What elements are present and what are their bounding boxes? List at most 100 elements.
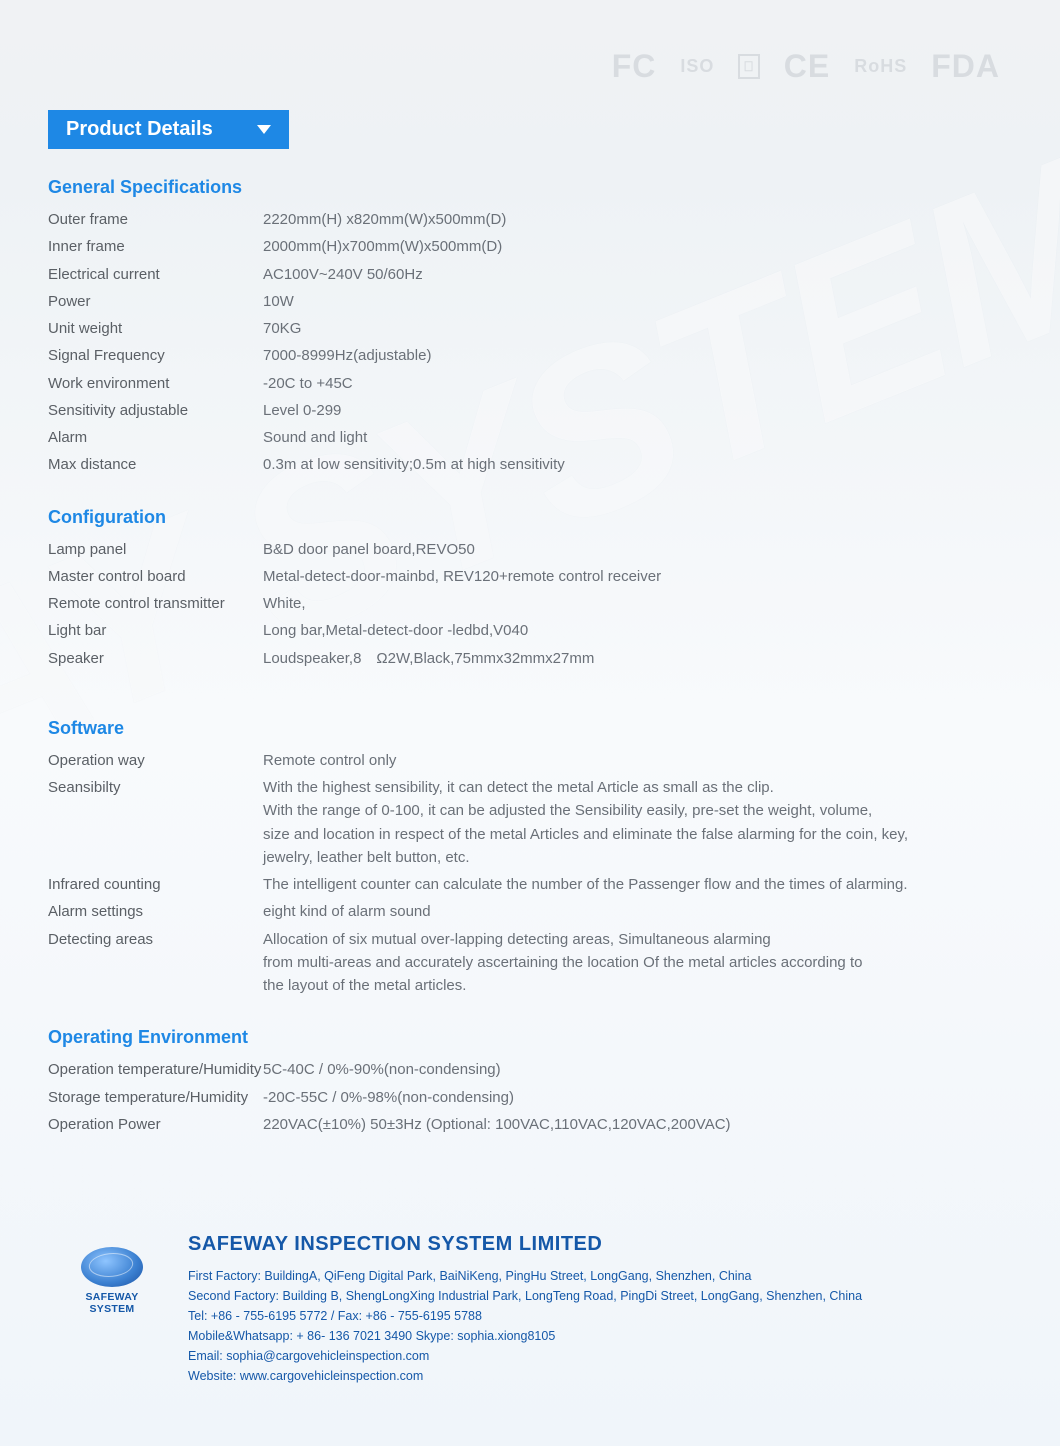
chevron-down-icon [257,125,271,134]
section-software: Software Operation wayRemote control onl… [48,718,1012,1000]
spec-label: Operation way [48,749,263,772]
spec-row: Storage temperature/Humidity-20C-55C / 0… [48,1084,1012,1111]
spec-label: Sensitivity adjustable [48,399,263,422]
spec-value: 10W [263,290,1012,313]
footer-line: Website: www.cargovehicleinspection.com [188,1366,1000,1386]
section-configuration: Configuration Lamp panelB&D door panel b… [48,507,1012,672]
footer-logo: SAFEWAY SYSTEM [64,1247,160,1315]
spec-label: Unit weight [48,317,263,340]
spec-label: Max distance [48,453,263,476]
spec-label: Infrared counting [48,873,263,896]
spec-value: AC100V~240V 50/60Hz [263,263,1012,286]
spec-row: Work environment-20C to +45C [48,370,1012,397]
footer-line: First Factory: BuildingA, QiFeng Digital… [188,1266,1000,1286]
spec-value: 70KG [263,317,1012,340]
spec-value: -20C-55C / 0%-98%(non-condensing) [263,1086,1012,1109]
spec-row: Operation temperature/Humidity5C-40C / 0… [48,1056,1012,1083]
certification-badges: FC ISO ⎕ CE RoHS FDA [612,48,1000,85]
spec-label: Storage temperature/Humidity [48,1086,263,1109]
spec-row: Max distance0.3m at low sensitivity;0.5m… [48,451,1012,478]
spec-value: 5C-40C / 0%-90%(non-condensing) [263,1058,1012,1081]
spec-label: Power [48,290,263,313]
spec-value: eight kind of alarm sound [263,900,1012,923]
spec-row: SpeakerLoudspeaker,8 Ω2W,Black,75mmx32mm… [48,645,1012,672]
cert-box: ⎕ [738,54,759,79]
footer-line: Second Factory: Building B, ShengLongXin… [188,1286,1000,1306]
spec-row: Infrared countingThe intelligent counter… [48,871,1012,898]
spec-label: Work environment [48,372,263,395]
spec-row: Alarm settingseight kind of alarm sound [48,898,1012,925]
spec-label: Inner frame [48,235,263,258]
spec-row: AlarmSound and light [48,424,1012,451]
cert-iso: ISO [680,56,714,77]
globe-icon [81,1247,143,1287]
spec-value: 220VAC(±10%) 50±3Hz (Optional: 100VAC,11… [263,1113,1012,1136]
spec-value: 0.3m at low sensitivity;0.5m at high sen… [263,453,1012,476]
footer: SAFEWAY SYSTEM SAFEWAY INSPECTION SYSTEM… [64,1233,1000,1386]
spec-row: Lamp panelB&D door panel board,REVO50 [48,536,1012,563]
spec-row: Light barLong bar,Metal-detect-door -led… [48,617,1012,644]
cert-fda: FDA [931,48,1000,85]
product-details-tab: Product Details [48,110,289,149]
spec-value: With the highest sensibility, it can det… [263,776,1012,869]
cert-rohs: RoHS [854,56,907,77]
spec-label: Alarm [48,426,263,449]
spec-row: Operation wayRemote control only [48,747,1012,774]
spec-value: 7000-8999Hz(adjustable) [263,344,1012,367]
spec-label: Alarm settings [48,900,263,923]
spec-label: Speaker [48,647,263,670]
spec-row: Unit weight70KG [48,315,1012,342]
spec-row: Master control boardMetal-detect-door-ma… [48,563,1012,590]
spec-value: Sound and light [263,426,1012,449]
section-environment: Operating Environment Operation temperat… [48,1027,1012,1138]
footer-line: Mobile&Whatsapp: + 86- 136 7021 3490 Sky… [188,1326,1000,1346]
spec-value: Remote control only [263,749,1012,772]
cert-ce: CE [784,48,830,85]
spec-value: Allocation of six mutual over-lapping de… [263,928,1012,998]
spec-label: Light bar [48,619,263,642]
spec-label: Lamp panel [48,538,263,561]
spec-value: Level 0-299 [263,399,1012,422]
spec-value: The intelligent counter can calculate th… [263,873,1012,896]
spec-value: 2220mm(H) x820mm(W)x500mm(D) [263,208,1012,231]
spec-value: 2000mm(H)x700mm(W)x500mm(D) [263,235,1012,258]
cert-fc: FC [612,48,657,85]
footer-line: Tel: +86 - 755-6195 5772 / Fax: +86 - 75… [188,1306,1000,1326]
footer-logo-text: SAFEWAY SYSTEM [64,1291,160,1315]
main-content: Product Details General Specifications O… [48,110,1012,1138]
footer-info: SAFEWAY INSPECTION SYSTEM LIMITED First … [188,1233,1000,1386]
heading-software: Software [48,718,1012,739]
spec-label: Seansibilty [48,776,263,869]
footer-line: Email: sophia@cargovehicleinspection.com [188,1346,1000,1366]
spec-row: Remote control transmitterWhite, [48,590,1012,617]
company-name: SAFEWAY INSPECTION SYSTEM LIMITED [188,1233,1000,1256]
spec-label: Remote control transmitter [48,592,263,615]
spec-label: Detecting areas [48,928,263,998]
tab-title: Product Details [66,118,213,141]
spec-row: Electrical currentAC100V~240V 50/60Hz [48,261,1012,288]
heading-configuration: Configuration [48,507,1012,528]
spec-value: -20C to +45C [263,372,1012,395]
spec-row: Signal Frequency7000-8999Hz(adjustable) [48,342,1012,369]
spec-row: SeansibiltyWith the highest sensibility,… [48,774,1012,871]
spec-value: Long bar,Metal-detect-door -ledbd,V040 [263,619,1012,642]
spec-value: B&D door panel board,REVO50 [263,538,1012,561]
spec-value: White, [263,592,1012,615]
spec-row: Outer frame2220mm(H) x820mm(W)x500mm(D) [48,206,1012,233]
section-general: General Specifications Outer frame2220mm… [48,177,1012,479]
spec-value: Loudspeaker,8 Ω2W,Black,75mmx32mmx27mm [263,647,1012,670]
heading-general: General Specifications [48,177,1012,198]
spec-label: Electrical current [48,263,263,286]
spec-label: Master control board [48,565,263,588]
spec-label: Operation temperature/Humidity [48,1058,263,1081]
spec-label: Signal Frequency [48,344,263,367]
spec-value: Metal-detect-door-mainbd, REV120+remote … [263,565,1012,588]
heading-environment: Operating Environment [48,1027,1012,1048]
spec-row: Operation Power220VAC(±10%) 50±3Hz (Opti… [48,1111,1012,1138]
spec-row: Detecting areasAllocation of six mutual … [48,926,1012,1000]
spec-row: Sensitivity adjustableLevel 0-299 [48,397,1012,424]
spec-label: Operation Power [48,1113,263,1136]
spec-label: Outer frame [48,208,263,231]
spec-row: Inner frame2000mm(H)x700mm(W)x500mm(D) [48,233,1012,260]
spec-row: Power10W [48,288,1012,315]
